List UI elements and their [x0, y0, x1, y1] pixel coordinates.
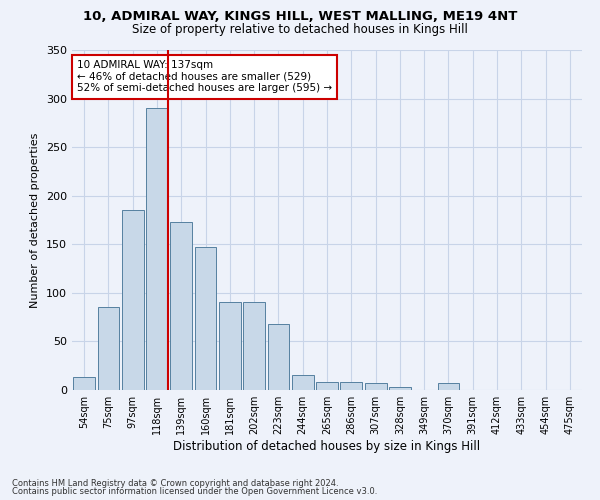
Text: Contains HM Land Registry data © Crown copyright and database right 2024.: Contains HM Land Registry data © Crown c…: [12, 478, 338, 488]
Bar: [194, 247, 217, 390]
Bar: [170, 222, 192, 390]
Text: 10 ADMIRAL WAY: 137sqm
← 46% of detached houses are smaller (529)
52% of semi-de: 10 ADMIRAL WAY: 137sqm ← 46% of detached…: [77, 60, 332, 94]
Text: Contains public sector information licensed under the Open Government Licence v3: Contains public sector information licen…: [12, 487, 377, 496]
Text: Size of property relative to detached houses in Kings Hill: Size of property relative to detached ho…: [132, 22, 468, 36]
Bar: [146, 108, 168, 390]
Bar: [73, 378, 95, 390]
Bar: [97, 308, 119, 390]
Bar: [122, 210, 143, 390]
Text: 10, ADMIRAL WAY, KINGS HILL, WEST MALLING, ME19 4NT: 10, ADMIRAL WAY, KINGS HILL, WEST MALLIN…: [83, 10, 517, 23]
Bar: [316, 382, 338, 390]
Y-axis label: Number of detached properties: Number of detached properties: [31, 132, 40, 308]
Bar: [292, 376, 314, 390]
Bar: [243, 302, 265, 390]
Bar: [340, 382, 362, 390]
Bar: [437, 383, 460, 390]
Bar: [219, 302, 241, 390]
Bar: [268, 324, 289, 390]
Bar: [365, 383, 386, 390]
Bar: [389, 387, 411, 390]
X-axis label: Distribution of detached houses by size in Kings Hill: Distribution of detached houses by size …: [173, 440, 481, 453]
